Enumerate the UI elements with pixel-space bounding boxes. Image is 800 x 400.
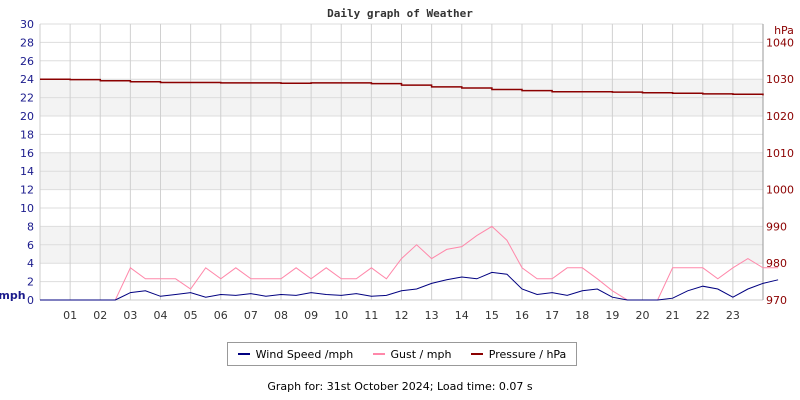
legend-label: Wind Speed /mph	[255, 347, 354, 361]
x-tick-label: 19	[605, 309, 619, 322]
x-tick-label: 11	[364, 309, 378, 322]
series-line-pressure	[40, 78, 764, 96]
x-tick-label: 09	[304, 309, 318, 322]
x-tick-label: 23	[726, 309, 740, 322]
left-tick-label: 20	[20, 110, 34, 123]
x-tick-label: 06	[214, 309, 228, 322]
left-tick-label: 24	[20, 73, 34, 86]
right-tick-label: 980	[766, 257, 787, 270]
right-tick-label: 1030	[766, 73, 794, 86]
left-tick-label: 8	[27, 220, 34, 233]
right-axis-label: hPa	[774, 24, 794, 37]
left-tick-label: 6	[27, 239, 34, 252]
x-tick-label: 12	[395, 309, 409, 322]
x-tick-label: 03	[123, 309, 137, 322]
x-tick-label: 22	[696, 309, 710, 322]
x-tick-label: 14	[455, 309, 469, 322]
left-tick-label: 0	[27, 294, 34, 307]
left-tick-label: 14	[20, 165, 34, 178]
series-line-wind	[40, 271, 779, 301]
x-tick-label: 07	[244, 309, 258, 322]
x-tick-label: 21	[666, 309, 680, 322]
left-tick-label: 12	[20, 184, 34, 197]
legend-swatch	[470, 353, 483, 355]
left-tick-label: 10	[20, 202, 34, 215]
x-tick-label: 13	[425, 309, 439, 322]
left-tick-label: 26	[20, 55, 34, 68]
left-tick-label: 28	[20, 36, 34, 49]
right-tick-label: 1040	[766, 36, 794, 49]
legend: Wind Speed /mph Gust / mph Pressure / hP…	[227, 342, 577, 366]
right-tick-label: 990	[766, 220, 787, 233]
x-tick-label: 20	[636, 309, 650, 322]
x-tick-label: 01	[63, 309, 77, 322]
x-tick-label: 08	[274, 309, 288, 322]
right-tick-label: 970	[766, 294, 787, 307]
legend-item-gust: Gust / mph	[372, 347, 452, 361]
left-tick-label: 30	[20, 18, 34, 31]
x-tick-label: 05	[184, 309, 198, 322]
left-tick-label: 4	[27, 257, 34, 270]
legend-swatch	[237, 353, 250, 355]
right-tick-label: 1020	[766, 110, 794, 123]
legend-item-wind: Wind Speed /mph	[237, 347, 354, 361]
x-tick-label: 02	[93, 309, 107, 322]
right-tick-label: 1000	[766, 184, 794, 197]
chart-svg: Daily graph of Weather 02468101214161820…	[0, 7, 794, 322]
x-tick-label: 17	[545, 309, 559, 322]
left-tick-label: 2	[27, 276, 34, 289]
left-tick-label: 22	[20, 92, 34, 105]
legend-label: Gust / mph	[390, 347, 452, 361]
x-tick-label: 15	[485, 309, 499, 322]
right-tick-label: 1010	[766, 147, 794, 160]
left-axis-label: mph	[0, 289, 26, 302]
footer-text: Graph for: 31st October 2024; Load time:…	[267, 380, 533, 393]
legend-item-pressure: Pressure / hPa	[470, 347, 567, 361]
x-tick-label: 04	[154, 309, 168, 322]
chart-title: Daily graph of Weather	[327, 7, 473, 20]
x-tick-label: 10	[334, 309, 348, 322]
x-tick-label: 18	[575, 309, 589, 322]
x-tick-label: 16	[515, 309, 529, 322]
legend-swatch	[372, 353, 385, 355]
left-tick-label: 18	[20, 128, 34, 141]
legend-label: Pressure / hPa	[488, 347, 567, 361]
left-tick-label: 16	[20, 147, 34, 160]
